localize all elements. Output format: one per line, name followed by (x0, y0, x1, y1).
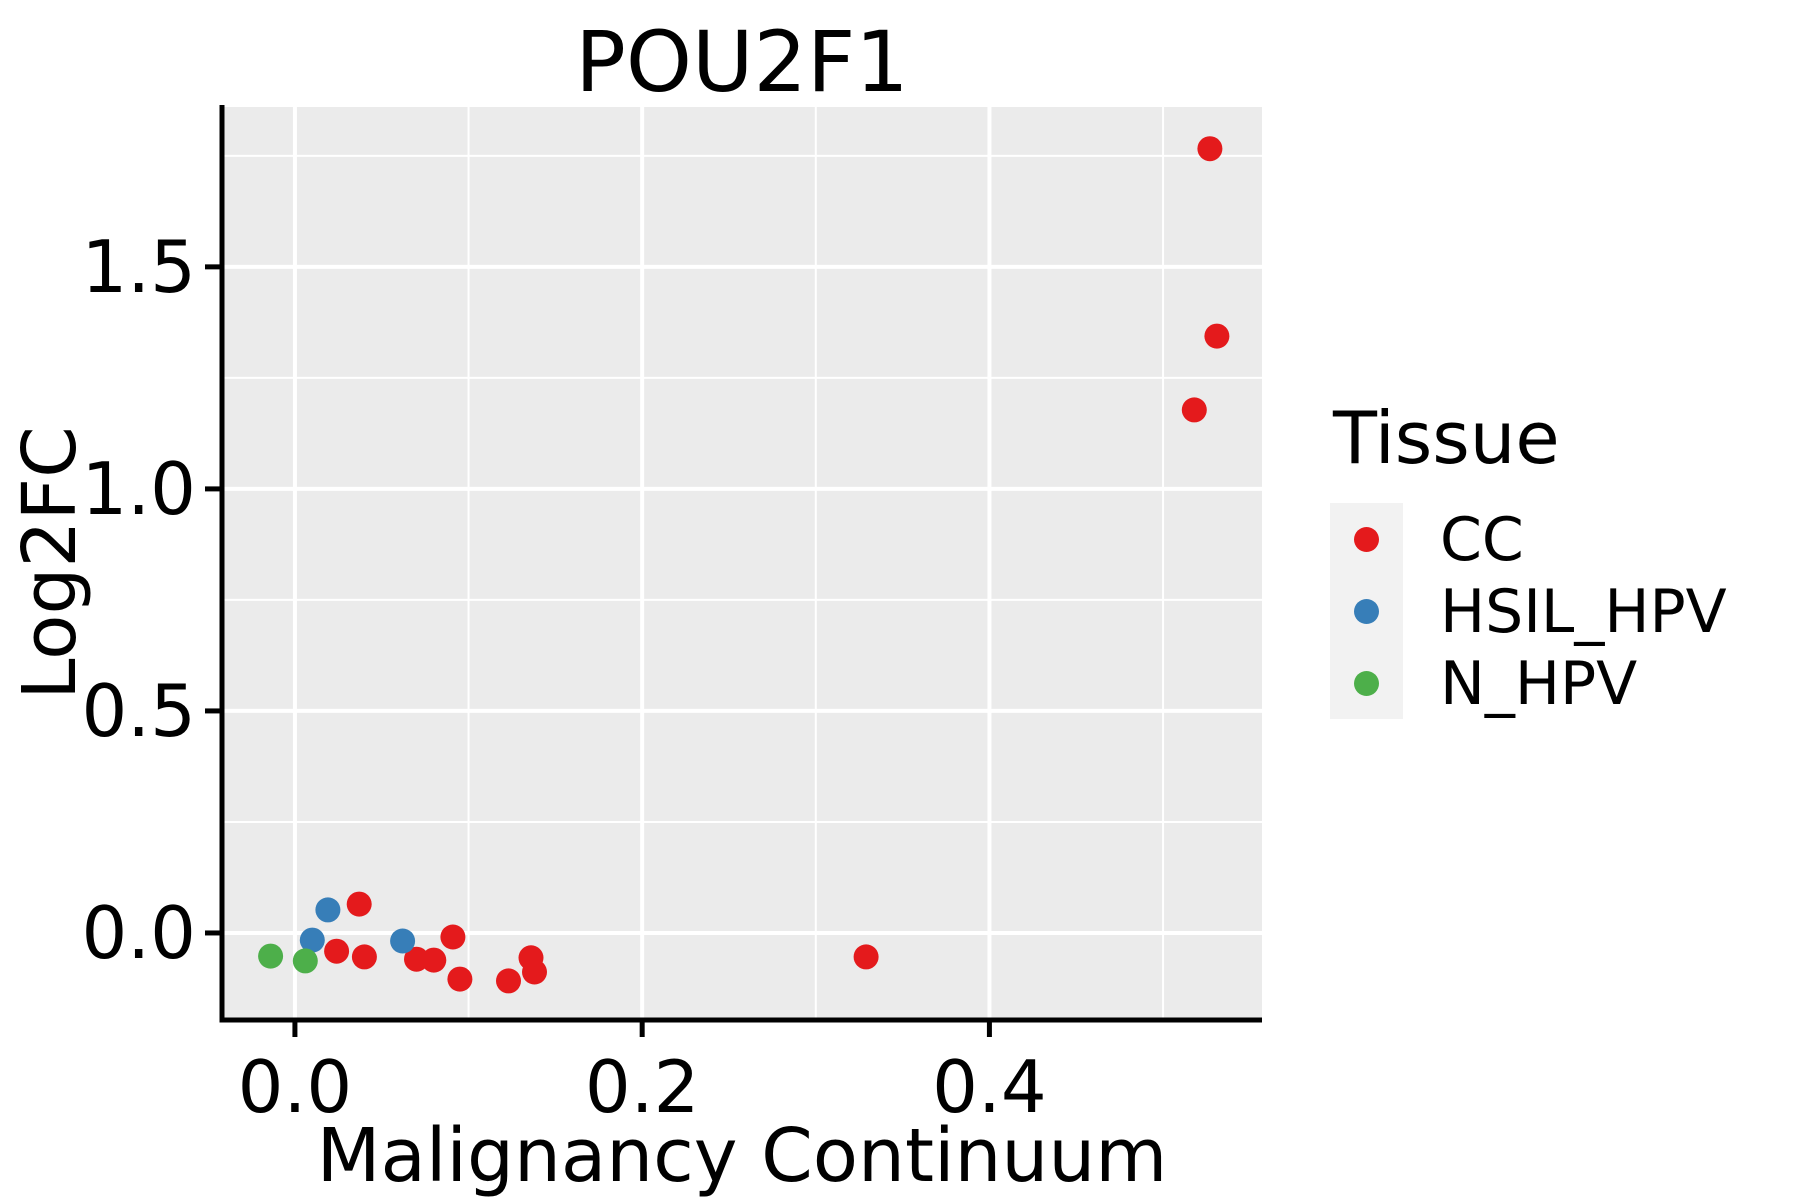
y-tick-label: 0.5 (81, 668, 196, 753)
data-point-cc (351, 944, 377, 970)
legend-key-n-hpv (1330, 647, 1403, 719)
data-point-cc (496, 968, 521, 994)
data-point-hsil_hpv (315, 897, 341, 923)
legend-title: Tissue (1333, 396, 1560, 480)
data-point-cc (1181, 397, 1207, 423)
data-point-cc (346, 891, 372, 917)
y-tick-label: 1.0 (81, 446, 196, 531)
data-point-cc (440, 924, 466, 950)
x-tick-label: 0.0 (237, 1045, 353, 1129)
data-point-cc (1197, 136, 1223, 162)
x-tick-label: 0.2 (584, 1045, 700, 1129)
data-point-hsil_hpv (299, 927, 325, 953)
legend-dot-hsil-hpv (1354, 599, 1379, 624)
data-point-cc (421, 947, 447, 973)
data-point-cc (853, 944, 879, 970)
y-tick-label: 0.0 (81, 890, 196, 975)
data-point-cc (522, 959, 547, 985)
legend-label-n-hpv: N_HPV (1440, 649, 1638, 719)
data-point-n_hpv (258, 943, 284, 969)
legend-key-cc (1330, 503, 1403, 575)
data-point-cc (447, 966, 473, 992)
legend-label-cc: CC (1440, 505, 1524, 575)
y-tick-label: 1.5 (81, 224, 196, 309)
panel-background (222, 107, 1262, 1020)
plot-title: POU2F1 (575, 13, 909, 111)
x-axis-title: Malignancy Continuum (316, 1113, 1168, 1199)
data-point-n_hpv (292, 948, 318, 974)
legend-dot-n-hpv (1354, 671, 1379, 696)
data-point-cc (1204, 323, 1230, 349)
data-point-hsil_hpv (390, 928, 416, 954)
legend-dot-cc (1354, 527, 1379, 552)
legend-key-hsil-hpv (1330, 575, 1403, 647)
x-tick-label: 0.4 (932, 1045, 1047, 1129)
data-point-cc (324, 938, 350, 964)
legend-label-hsil-hpv: HSIL_HPV (1440, 577, 1727, 647)
